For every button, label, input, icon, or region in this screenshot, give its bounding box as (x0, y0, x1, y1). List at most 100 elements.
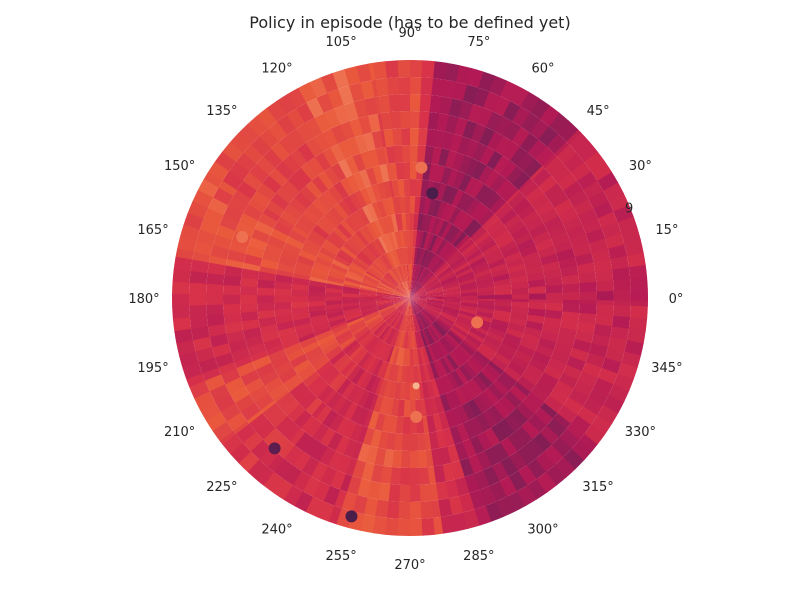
heatmap-cell (336, 252, 353, 265)
heatmap-cell (293, 317, 312, 328)
heatmap-cell (437, 339, 450, 356)
heatmap-cell (335, 416, 352, 436)
heatmap-cell (226, 412, 248, 432)
heatmap-cell (562, 299, 580, 304)
heatmap-cell (420, 310, 433, 325)
heatmap-cell (528, 223, 548, 239)
heatmap-cell (569, 233, 589, 249)
heatmap-cell (591, 332, 611, 348)
heatmap-cell (319, 215, 337, 232)
heatmap-cell (520, 112, 540, 133)
heatmap-cell (410, 298, 420, 313)
heatmap-cell (535, 343, 555, 358)
heatmap-cell (283, 485, 304, 507)
heatmap-cell (409, 162, 418, 180)
heatmap-cell (395, 416, 405, 434)
heatmap-cell (322, 409, 339, 429)
heatmap-cell (473, 469, 491, 490)
heatmap-cell (460, 291, 478, 297)
heatmap-cell (450, 327, 466, 340)
heatmap-cell (383, 60, 399, 79)
heatmap-cell (312, 224, 330, 240)
heatmap-cell (294, 261, 313, 273)
heatmap-cell (605, 346, 625, 363)
heatmap-cell (375, 258, 389, 274)
heatmap-cell (426, 300, 444, 305)
heatmap-cell (409, 196, 416, 214)
heatmap-cell (404, 314, 409, 332)
heatmap-hot-spot (412, 382, 420, 390)
heatmap-hot-spot (410, 410, 423, 423)
heatmap-cell (527, 307, 546, 317)
heatmap-cell (359, 299, 377, 303)
heatmap-cell (437, 268, 454, 280)
heatmap-cell (345, 273, 363, 283)
heatmap-cell (389, 311, 401, 326)
theta-tick-label: 255° (325, 549, 356, 564)
heatmap-cell (579, 300, 597, 305)
heatmap-cell (578, 271, 597, 284)
heatmap-cell (421, 272, 435, 286)
heatmap-cell (495, 178, 513, 197)
heatmap-cell (344, 402, 359, 421)
heatmap-cell (414, 331, 420, 349)
theta-tick-label: 240° (261, 522, 292, 537)
heatmap-cell (250, 136, 271, 158)
heatmap-cell (449, 228, 464, 246)
heatmap-cell (298, 214, 317, 231)
heatmap-cell (322, 341, 340, 356)
heatmap-cell (442, 282, 460, 290)
heatmap-cell (436, 318, 451, 331)
heatmap-cell (412, 264, 418, 282)
heatmap-cell (562, 302, 580, 313)
heatmap-cell (309, 276, 327, 284)
heatmap-cell (385, 163, 392, 181)
heatmap-cell (371, 464, 385, 483)
heatmap-cell (557, 120, 579, 142)
heatmap-cell (210, 245, 230, 261)
heatmap-cell (380, 234, 391, 252)
heatmap-cell (404, 196, 410, 214)
heatmap-cell (565, 128, 582, 145)
heatmap-cell (474, 183, 490, 202)
heatmap-cell (441, 307, 459, 316)
heatmap-cell (391, 197, 397, 215)
heatmap-cell (425, 233, 435, 251)
heatmap-cell (440, 514, 457, 534)
heatmap-cell (369, 393, 379, 412)
heatmap-cell (396, 313, 405, 331)
heatmap-cell (484, 191, 502, 210)
heatmap-cell (475, 412, 492, 432)
heatmap-cell (351, 153, 366, 173)
heatmap-cell (508, 268, 527, 279)
heatmap-cell (296, 255, 315, 267)
heatmap-cell (220, 368, 241, 386)
heatmap-cell (494, 300, 512, 307)
heatmap-cell (431, 199, 442, 218)
heatmap-cell (509, 450, 528, 472)
heatmap-cell (385, 77, 400, 96)
heatmap-cell (316, 360, 334, 377)
heatmap-cell (295, 123, 314, 144)
heatmap-cell (410, 450, 420, 468)
heatmap-cell (314, 359, 330, 372)
heatmap-cell (528, 299, 546, 303)
heatmap-cell (412, 230, 418, 248)
heatmap-cell (312, 132, 331, 153)
heatmap-cell (593, 258, 613, 272)
heatmap-cell (578, 370, 599, 388)
heatmap-cell (426, 301, 444, 307)
heatmap-cell (242, 172, 263, 192)
heatmap-cell (241, 268, 260, 281)
heatmap-cell (544, 309, 563, 320)
heatmap-cell (539, 424, 560, 445)
heatmap-cell (231, 347, 251, 363)
heatmap-cell (493, 400, 511, 419)
heatmap-cell (348, 345, 364, 361)
heatmap-cell (250, 190, 271, 209)
heatmap-cell (302, 371, 321, 388)
heatmap-cell (345, 342, 362, 358)
heatmap-cell (317, 333, 336, 347)
heatmap-cell (342, 289, 360, 295)
heatmap-cell (394, 290, 410, 298)
